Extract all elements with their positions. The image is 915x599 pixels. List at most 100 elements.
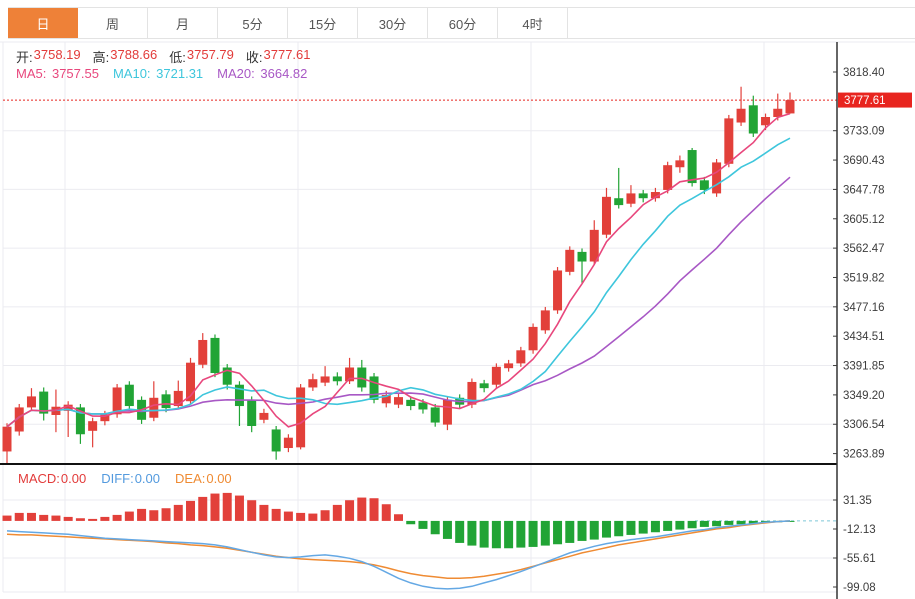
macd-bar-negative xyxy=(601,520,611,538)
macd-bar-positive xyxy=(39,514,49,521)
macd-bar-negative xyxy=(589,520,599,540)
y-axis-label: 3263.89 xyxy=(843,449,885,461)
candle-body xyxy=(308,379,318,388)
candle-body xyxy=(222,367,232,385)
macd-bar-negative xyxy=(406,520,416,525)
candle-body xyxy=(210,337,220,374)
macd-bar-negative xyxy=(491,520,501,549)
macd-bar-positive xyxy=(75,518,85,521)
macd-bar-positive xyxy=(161,508,171,521)
macd-bar-positive xyxy=(308,513,318,521)
candle-body xyxy=(186,362,196,402)
macd-bar-negative xyxy=(467,520,477,546)
tab-3[interactable]: 5分 xyxy=(218,8,288,38)
candle-body xyxy=(430,407,440,423)
tab-0-active[interactable]: 日 xyxy=(8,8,78,38)
macd-bar-positive xyxy=(332,504,342,521)
macd-bar-negative xyxy=(442,520,452,539)
macd-bar-negative xyxy=(504,520,514,549)
macd-bar-positive xyxy=(357,497,367,521)
candle-body xyxy=(516,350,526,364)
candle-body xyxy=(369,376,379,400)
macd-bar-positive xyxy=(381,504,391,521)
macd-bar-positive xyxy=(63,516,73,521)
y-axis-label: 3690.43 xyxy=(843,155,885,167)
tab-2[interactable]: 月 xyxy=(148,8,218,38)
macd-bar-negative xyxy=(663,520,673,531)
macd-bar-positive xyxy=(186,500,196,521)
y-axis-label: 3647.78 xyxy=(843,184,885,196)
macd-histogram xyxy=(2,492,795,549)
macd-bar-positive xyxy=(173,504,183,521)
current-price-badge xyxy=(838,92,912,108)
candle-body xyxy=(504,363,514,369)
candle-body xyxy=(442,399,452,425)
candle-body xyxy=(100,414,110,422)
macd-bar-negative xyxy=(724,520,734,525)
y-axis-label: 3434.51 xyxy=(843,331,885,343)
tab-5[interactable]: 30分 xyxy=(358,8,428,38)
tab-4[interactable]: 15分 xyxy=(288,8,358,38)
macd-bar-negative xyxy=(712,520,722,527)
macd-bar-negative xyxy=(516,520,526,548)
candle-body xyxy=(724,118,734,164)
macd-bar-negative xyxy=(418,520,428,529)
candle-body xyxy=(332,376,342,382)
macd-bar-positive xyxy=(149,510,159,521)
candle-body xyxy=(283,437,293,449)
macd-bar-negative xyxy=(650,520,660,533)
macd-bar-positive xyxy=(100,516,110,521)
macd-bar-positive xyxy=(51,515,61,521)
macd-bar-positive xyxy=(14,512,24,521)
candle-body xyxy=(736,108,746,123)
candle-body xyxy=(198,339,208,365)
tab-7[interactable]: 4时 xyxy=(498,8,568,38)
candle-body xyxy=(124,384,134,407)
candle-body xyxy=(467,381,477,405)
candle-body xyxy=(381,395,391,404)
macd-bar-positive xyxy=(222,492,232,521)
y-axis-label: 3477.16 xyxy=(843,302,885,314)
candle-body xyxy=(259,412,269,420)
y-axis-label: 3519.82 xyxy=(843,272,885,284)
candle-body xyxy=(748,105,758,134)
candle-body xyxy=(785,100,795,114)
candle-body xyxy=(687,150,697,184)
macd-bar-negative xyxy=(577,520,587,541)
macd-bar-negative xyxy=(687,520,697,529)
candle-body xyxy=(491,366,501,385)
macd-bar-negative xyxy=(638,520,648,534)
macd-bar-positive xyxy=(283,511,293,521)
tab-1[interactable]: 周 xyxy=(78,8,148,38)
macd-bar-positive xyxy=(2,515,12,521)
candle-body xyxy=(63,404,73,411)
candle-body xyxy=(663,165,673,190)
diff-line xyxy=(6,520,791,590)
macd-axis-label: -99.08 xyxy=(843,582,876,594)
macd-bar-positive xyxy=(88,518,98,521)
macd-bar-negative xyxy=(528,520,538,547)
candlestick-series xyxy=(2,86,795,465)
macd-bar-negative xyxy=(565,520,575,543)
candle-body xyxy=(2,426,12,452)
y-axis-label: 3605.12 xyxy=(843,214,885,226)
candle-body xyxy=(112,387,122,415)
macd-bar-positive xyxy=(259,504,269,521)
macd-bar-positive xyxy=(296,512,306,521)
y-axis-label: 3306.54 xyxy=(843,419,885,431)
macd-bar-positive xyxy=(271,508,281,521)
macd-bar-positive xyxy=(198,496,208,521)
y-axis-label: 3818.40 xyxy=(843,67,885,79)
macd-bar-negative xyxy=(455,520,465,543)
candle-body xyxy=(161,394,171,409)
tab-6[interactable]: 60分 xyxy=(428,8,498,38)
macd-bar-negative xyxy=(699,520,709,527)
tab-bar: 日周月 5分 15分 30分 60分 4时 xyxy=(8,7,915,39)
candle-body xyxy=(540,310,550,331)
candle-body xyxy=(638,193,648,199)
candle-body xyxy=(149,397,159,418)
macd-axis-label: -55.61 xyxy=(843,553,876,565)
candle-body xyxy=(553,270,563,311)
